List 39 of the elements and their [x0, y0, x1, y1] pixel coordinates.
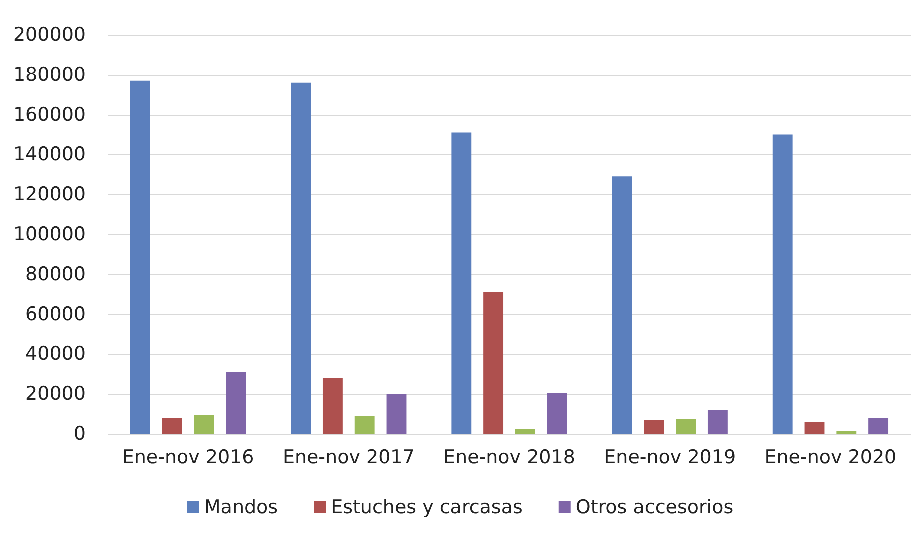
x-tick-label: Ene-nov 2019	[604, 446, 736, 468]
y-tick-label: 200000	[13, 24, 86, 46]
bar	[484, 292, 504, 434]
bar	[291, 82, 312, 434]
bar	[836, 431, 857, 434]
bar	[354, 416, 375, 434]
bar	[515, 429, 536, 434]
x-tick-label: Ene-nov 2018	[444, 446, 576, 468]
bar	[162, 418, 182, 434]
bar	[676, 419, 696, 434]
x-tick-label: Ene-nov 2017	[282, 446, 415, 468]
bar	[644, 420, 664, 434]
bar	[452, 132, 472, 434]
bar	[226, 372, 246, 434]
x-tick-label: Ene-nov 2016	[122, 446, 254, 468]
bar	[194, 415, 214, 434]
y-tick-label: 0	[74, 423, 86, 445]
bar	[130, 80, 150, 434]
y-tick-label: 140000	[13, 144, 86, 166]
bar	[708, 410, 728, 434]
y-tick-label: 20000	[26, 383, 86, 406]
bar	[612, 176, 632, 434]
bar	[386, 394, 407, 434]
legend-label: Otros accesorios	[576, 496, 734, 518]
y-tick-label: 40000	[26, 343, 86, 366]
bar	[868, 418, 889, 434]
legend-label: Estuches y carcasas	[331, 496, 523, 518]
y-tick-label: 100000	[13, 224, 86, 246]
bar	[772, 134, 793, 434]
x-tick-label: Ene-nov 2020	[764, 446, 897, 468]
legend-label: Mandos	[204, 496, 278, 518]
y-tick-label: 120000	[13, 184, 86, 206]
bar	[804, 422, 825, 434]
y-tick-label: 60000	[26, 303, 86, 326]
y-tick-label: 160000	[13, 104, 86, 126]
y-tick-label: 80000	[26, 263, 86, 286]
bar	[322, 378, 343, 434]
bar	[547, 393, 568, 434]
y-tick-label: 180000	[13, 64, 86, 86]
